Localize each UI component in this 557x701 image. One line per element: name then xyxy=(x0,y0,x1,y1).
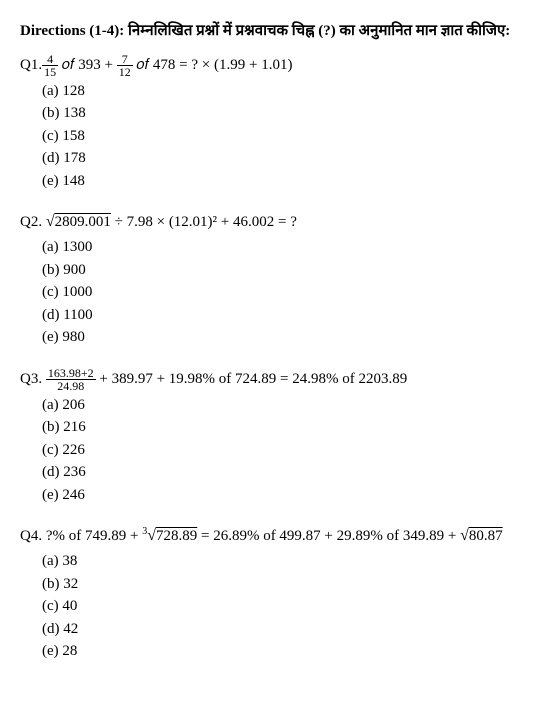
q1-frac1: 415 xyxy=(42,53,58,78)
q2-sqrt-content: 2809.001 xyxy=(55,214,111,230)
q2-options: (a) 1300 (b) 900 (c) 1000 (d) 1100 (e) 9… xyxy=(20,236,537,349)
q1-mid1: 𝑜𝑓 393 + xyxy=(58,56,117,72)
q3-opt-e: (e) 246 xyxy=(42,484,537,507)
q1-frac1-num: 4 xyxy=(42,53,58,66)
q3-text: Q3. 163.98+224.98 + 389.97 + 19.98% of 7… xyxy=(20,367,537,392)
q3-opt-c: (c) 226 xyxy=(42,439,537,462)
q4-options: (a) 38 (b) 32 (c) 40 (d) 42 (e) 28 xyxy=(20,550,537,663)
q1-options: (a) 128 (b) 138 (c) 158 (d) 178 (e) 148 xyxy=(20,80,537,193)
q2-opt-d: (d) 1100 xyxy=(42,304,537,327)
q3-frac: 163.98+224.98 xyxy=(46,367,96,392)
q1-opt-a: (a) 128 xyxy=(42,80,537,103)
question-1: Q1.415 𝑜𝑓 393 + 712 𝑜𝑓 478 = ? × (1.99 +… xyxy=(20,53,537,193)
directions-text: Directions (1-4): निम्नलिखित प्रश्नों मे… xyxy=(20,20,537,43)
q1-frac2-num: 7 xyxy=(117,53,133,66)
q1-opt-c: (c) 158 xyxy=(42,125,537,148)
q3-opt-b: (b) 216 xyxy=(42,416,537,439)
q1-opt-b: (b) 138 xyxy=(42,102,537,125)
sqrt-icon: √ xyxy=(46,213,55,230)
q3-options: (a) 206 (b) 216 (c) 226 (d) 236 (e) 246 xyxy=(20,394,537,507)
q4-cuberoot: 728.89 xyxy=(156,528,197,544)
q1-text: Q1.415 𝑜𝑓 393 + 712 𝑜𝑓 478 = ? × (1.99 +… xyxy=(20,53,537,78)
q3-label: Q3. xyxy=(20,370,46,386)
q2-label: Q2. xyxy=(20,214,46,230)
q1-frac2-den: 12 xyxy=(117,66,133,78)
q4-opt-d: (d) 42 xyxy=(42,618,537,641)
question-2: Q2. √2809.001 ÷ 7.98 × (12.01)² + 46.002… xyxy=(20,210,537,349)
sqrt-icon: √ xyxy=(147,527,156,544)
q4-part1: ?% of 749.89 + xyxy=(46,528,142,544)
q1-frac1-den: 15 xyxy=(42,66,58,78)
q2-opt-b: (b) 900 xyxy=(42,259,537,282)
q4-part2: = 26.89% of 499.87 + 29.89% of 349.89 + xyxy=(197,528,460,544)
q4-opt-e: (e) 28 xyxy=(42,640,537,663)
q1-mid2: 𝑜𝑓 478 = ? × (1.99 + 1.01) xyxy=(133,56,293,72)
q2-opt-c: (c) 1000 xyxy=(42,281,537,304)
question-4: Q4. ?% of 749.89 + 3√728.89 = 26.89% of … xyxy=(20,524,537,663)
q2-opt-e: (e) 980 xyxy=(42,326,537,349)
q4-opt-a: (a) 38 xyxy=(42,550,537,573)
sqrt-icon: √ xyxy=(460,527,469,544)
q3-frac-den: 24.98 xyxy=(46,380,96,392)
q2-opt-a: (a) 1300 xyxy=(42,236,537,259)
q4-opt-b: (b) 32 xyxy=(42,573,537,596)
q4-sqrt2: 80.87 xyxy=(469,528,503,544)
q1-label: Q1. xyxy=(20,56,42,72)
q1-opt-d: (d) 178 xyxy=(42,147,537,170)
q4-opt-c: (c) 40 xyxy=(42,595,537,618)
q4-text: Q4. ?% of 749.89 + 3√728.89 = 26.89% of … xyxy=(20,524,537,548)
q3-rest: + 389.97 + 19.98% of 724.89 = 24.98% of … xyxy=(96,370,408,386)
q2-text: Q2. √2809.001 ÷ 7.98 × (12.01)² + 46.002… xyxy=(20,210,537,234)
q1-frac2: 712 xyxy=(117,53,133,78)
question-3: Q3. 163.98+224.98 + 389.97 + 19.98% of 7… xyxy=(20,367,537,507)
q3-frac-num: 163.98+2 xyxy=(46,367,96,380)
q3-opt-d: (d) 236 xyxy=(42,461,537,484)
q1-opt-e: (e) 148 xyxy=(42,170,537,193)
q4-label: Q4. xyxy=(20,528,46,544)
q3-opt-a: (a) 206 xyxy=(42,394,537,417)
q2-rest: ÷ 7.98 × (12.01)² + 46.002 = ? xyxy=(111,214,297,230)
